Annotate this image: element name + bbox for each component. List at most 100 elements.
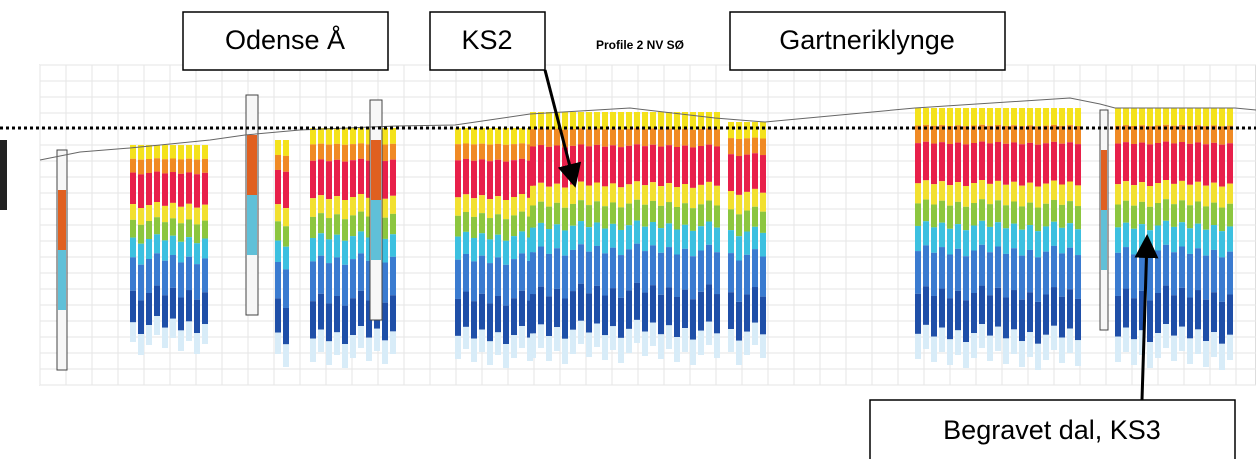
resistivity-cell xyxy=(987,183,993,205)
resistivity-cell xyxy=(562,338,568,364)
resistivity-cell xyxy=(471,128,477,145)
resistivity-cell xyxy=(170,255,176,288)
resistivity-cell xyxy=(650,322,656,346)
resistivity-cell xyxy=(1187,143,1193,185)
resistivity-cell xyxy=(971,125,977,143)
resistivity-cell xyxy=(658,112,664,130)
resistivity-cell xyxy=(1171,108,1177,126)
resistivity-cell xyxy=(947,205,953,229)
resistivity-cell xyxy=(963,126,969,145)
resistivity-cell xyxy=(1163,285,1169,324)
resistivity-cell xyxy=(1163,220,1169,245)
resistivity-cell xyxy=(706,200,712,222)
resistivity-cell xyxy=(690,147,696,188)
resistivity-cell xyxy=(642,331,648,356)
resistivity-cell xyxy=(503,128,509,145)
resistivity-cell xyxy=(178,173,184,207)
resistivity-cell xyxy=(318,159,324,196)
resistivity-cell xyxy=(1059,143,1065,185)
resistivity-cell xyxy=(350,160,356,197)
resistivity-cell xyxy=(760,211,766,233)
resistivity-cell xyxy=(674,229,680,255)
resistivity-cell xyxy=(1003,108,1009,126)
resistivity-cell xyxy=(1027,108,1033,126)
resistivity-cell xyxy=(923,124,929,142)
resistivity-cell xyxy=(1139,182,1145,202)
resistivity-cell xyxy=(511,197,517,216)
resistivity-cell xyxy=(1163,324,1169,348)
resistivity-cell xyxy=(1011,125,1017,143)
resistivity-cell xyxy=(146,145,152,159)
resistivity-cell xyxy=(170,202,176,219)
resistivity-cell xyxy=(634,282,640,320)
resistivity-cell xyxy=(554,202,560,225)
resistivity-cell xyxy=(1219,126,1225,145)
resistivity-cell xyxy=(334,214,340,235)
resistivity-cell xyxy=(760,138,766,156)
resistivity-cell xyxy=(495,143,501,160)
resistivity-cell xyxy=(666,183,672,203)
resistivity-cell xyxy=(554,327,560,351)
resistivity-cell xyxy=(1075,126,1081,145)
resistivity-cell xyxy=(698,330,704,355)
resistivity-cell xyxy=(634,220,640,244)
resistivity-cell xyxy=(744,154,750,192)
resistivity-cell xyxy=(1075,340,1081,366)
resistivity-cell xyxy=(519,128,525,144)
resistivity-cell xyxy=(186,321,192,341)
resistivity-cell xyxy=(538,112,544,129)
resistivity-cell xyxy=(971,293,977,333)
resistivity-cell xyxy=(350,144,356,161)
resistivity-cell xyxy=(1195,248,1201,291)
resistivity-cell xyxy=(366,216,372,238)
resistivity-cell xyxy=(690,230,696,257)
resistivity-cell xyxy=(162,260,168,296)
borehole-layer xyxy=(371,200,381,260)
resistivity-cell xyxy=(538,201,544,223)
resistivity-cell xyxy=(1203,299,1209,342)
resistivity-cell xyxy=(495,214,501,235)
resistivity-cell xyxy=(186,256,192,291)
resistivity-cell xyxy=(915,203,921,226)
resistivity-cell xyxy=(358,290,364,326)
resistivity-cell xyxy=(170,172,176,203)
resistivity-cell xyxy=(455,215,461,237)
resistivity-cell xyxy=(1043,143,1049,184)
resistivity-cell xyxy=(1043,125,1049,144)
resistivity-cell xyxy=(154,253,160,286)
resistivity-cell xyxy=(955,182,961,202)
resistivity-cell xyxy=(658,334,664,359)
resistivity-cell xyxy=(146,259,152,293)
resistivity-cell xyxy=(995,326,1001,351)
resistivity-cell xyxy=(342,240,348,265)
resistivity-cell xyxy=(698,250,704,292)
resistivity-cell xyxy=(594,323,600,347)
resistivity-cell xyxy=(1187,108,1193,126)
resistivity-cell xyxy=(1051,287,1057,326)
resistivity-cell xyxy=(939,222,945,248)
resistivity-cell xyxy=(382,198,388,218)
resistivity-cell xyxy=(1147,186,1153,207)
resistivity-cell xyxy=(1035,343,1041,370)
resistivity-cell xyxy=(1115,204,1121,228)
resistivity-cell xyxy=(682,248,688,290)
resistivity-cell xyxy=(744,191,750,211)
resistivity-cell xyxy=(586,129,592,147)
resistivity-cell xyxy=(658,252,664,295)
resistivity-cell xyxy=(947,185,953,206)
resistivity-cell xyxy=(487,239,493,264)
resistivity-cell xyxy=(915,225,921,252)
resistivity-cell xyxy=(1219,257,1225,302)
resistivity-cell xyxy=(350,215,356,237)
resistivity-cell xyxy=(283,307,289,345)
resistivity-cell xyxy=(530,252,536,295)
resistivity-cell xyxy=(1019,108,1025,127)
resistivity-cell xyxy=(586,185,592,206)
resistivity-cell xyxy=(1027,332,1033,357)
resistivity-cell xyxy=(1075,144,1081,186)
resistivity-cell xyxy=(390,234,396,257)
resistivity-cell xyxy=(186,145,192,159)
resistivity-cell xyxy=(642,129,648,147)
resistivity-cell xyxy=(178,159,184,174)
resistivity-cell xyxy=(690,129,696,148)
